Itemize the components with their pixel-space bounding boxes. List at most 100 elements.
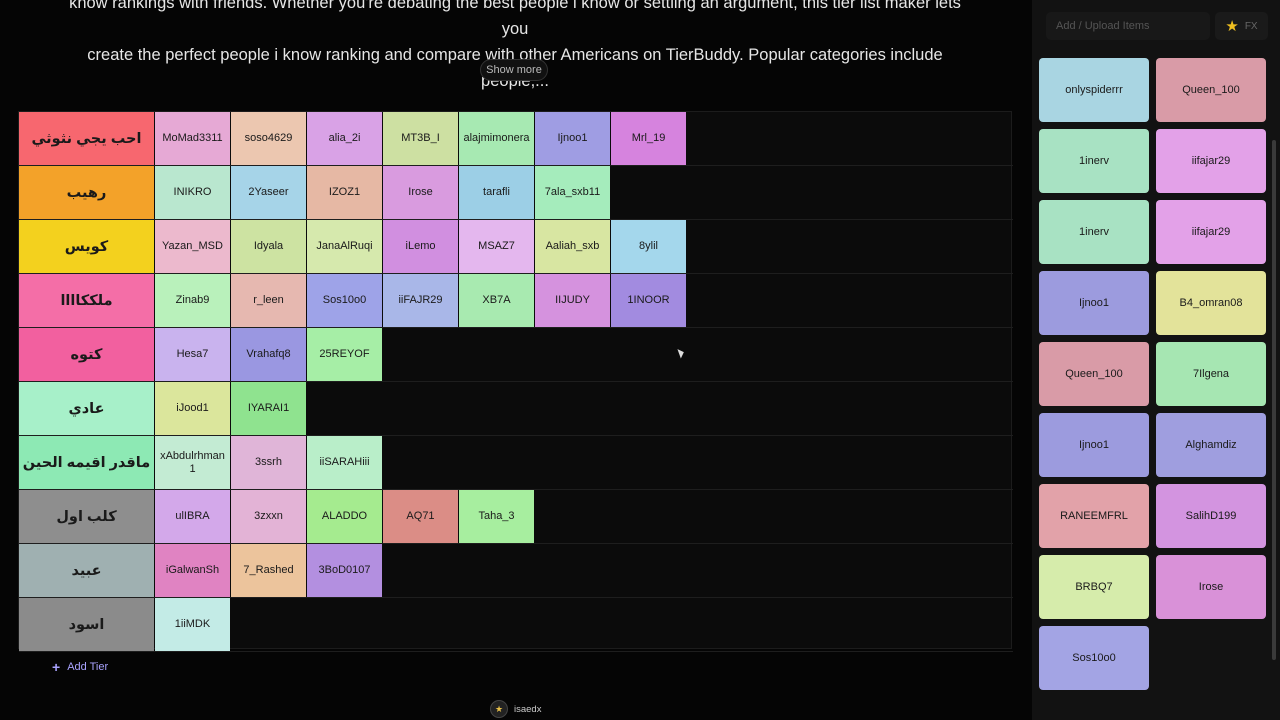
tier-item-card[interactable]: iJood1 (155, 382, 230, 435)
footer-user[interactable]: ★ isaedx (490, 700, 541, 718)
tier-item-card[interactable]: Zinab9 (155, 274, 230, 327)
tier-item-card[interactable]: tarafli (459, 166, 534, 219)
tier-item-card[interactable]: alajmimonera (459, 112, 534, 165)
pool-item-card[interactable]: Ijnoo1 (1039, 413, 1149, 477)
pool-item-card[interactable]: RANEEMFRL (1039, 484, 1149, 548)
add-upload-items-input[interactable]: Add / Upload Items (1046, 12, 1210, 40)
pool-item-card[interactable]: SalihD199 (1156, 484, 1266, 548)
tier-item-card[interactable]: 25REYOF (307, 328, 382, 381)
add-tier-button[interactable]: + Add Tier (52, 659, 108, 675)
tier-items: iGalwanSh 7_Rashed 3BoD0107 (155, 544, 383, 597)
tier-item-card[interactable]: alia_2i (307, 112, 382, 165)
tier-item-card[interactable]: MT3B_I (383, 112, 458, 165)
tier-label[interactable]: كويس (19, 220, 154, 273)
tier-item-card[interactable]: 1INOOR (611, 274, 686, 327)
pool-item-card[interactable]: 7Ilgena (1156, 342, 1266, 406)
tier-item-card[interactable]: 3BoD0107 (307, 544, 382, 597)
tier-item-card[interactable]: 3zxxn (231, 490, 306, 543)
tier-label[interactable]: اسود (19, 598, 154, 651)
pool-item-card[interactable]: Queen_100 (1039, 342, 1149, 406)
panel-scrollbar[interactable] (1272, 140, 1276, 660)
tier-item-card[interactable]: Ijnoo1 (535, 112, 610, 165)
tier-items: ulIBRA 3zxxn ALADDO AQ71 Taha_3 (155, 490, 535, 543)
fx-button[interactable]: ★ FX (1215, 12, 1268, 40)
tier-label[interactable]: كتوه (19, 328, 154, 381)
tier-item-card[interactable]: AQ71 (383, 490, 458, 543)
tier-item-card[interactable]: Sos10o0 (307, 274, 382, 327)
tier-item-card[interactable]: IIJUDY (535, 274, 610, 327)
category-description: know rankings with friends. Whether you'… (60, 0, 970, 104)
tier-item-card[interactable]: 1iiMDK (155, 598, 230, 651)
pool-item-card[interactable]: Ijnoo1 (1039, 271, 1149, 335)
tier-label[interactable]: احب يجي نثوثي (19, 112, 154, 165)
tier-item-card[interactable]: XB7A (459, 274, 534, 327)
tier-item-card[interactable]: iGalwanSh (155, 544, 230, 597)
tier-item-card[interactable]: 7ala_sxb11 (535, 166, 610, 219)
tier-item-card[interactable]: Hesa7 (155, 328, 230, 381)
tier-item-card[interactable]: 3ssrh (231, 436, 306, 489)
plus-icon: + (52, 659, 61, 675)
tier-item-card[interactable]: ulIBRA (155, 490, 230, 543)
star-icon: ★ (1225, 18, 1239, 35)
description-faded-line (60, 94, 970, 104)
tier-label[interactable]: ملككاااا (19, 274, 154, 327)
tier-item-card[interactable]: r_leen (231, 274, 306, 327)
tier-item-card[interactable]: iiSARAHiii (307, 436, 382, 489)
tier-item-card[interactable]: iiFAJR29 (383, 274, 458, 327)
tier-items: xAbdulrhman1 3ssrh iiSARAHiii (155, 436, 383, 489)
tier-item-card[interactable]: iLemo (383, 220, 458, 273)
tier-item-card[interactable]: MoMad3311 (155, 112, 230, 165)
tier-item-card[interactable]: 8ylil (611, 220, 686, 273)
tier-row: عبيد iGalwanSh 7_Rashed 3BoD0107 (19, 544, 1013, 598)
tier-row: كويس Yazan_MSD Idyala JanaAlRuqi iLemo MSAZ7 A… (19, 220, 1013, 274)
tier-item-card[interactable]: JanaAlRuqi (307, 220, 382, 273)
tier-item-card[interactable]: Vrahafq8 (231, 328, 306, 381)
tier-item-card[interactable]: IZOZ1 (307, 166, 382, 219)
add-tier-label: Add Tier (67, 661, 109, 673)
tier-item-card[interactable]: soso4629 (231, 112, 306, 165)
tier-label[interactable]: عبيد (19, 544, 154, 597)
tier-row: رهيب INIKRO 2Yaseer IZOZ1 Irose tarafli 7ala_s… (19, 166, 1013, 220)
tier-item-card[interactable]: IYARAI1 (231, 382, 306, 435)
tier-label[interactable]: كلب اول (19, 490, 154, 543)
tier-items: iJood1 IYARAI1 (155, 382, 307, 435)
pool-item-card[interactable]: Sos10o0 (1039, 626, 1149, 690)
tier-item-card[interactable]: Aaliah_sxb (535, 220, 610, 273)
tier-items: MoMad3311 soso4629 alia_2i MT3B_I alajmimone… (155, 112, 687, 165)
tier-label[interactable]: رهيب (19, 166, 154, 219)
tier-item-card[interactable]: 7_Rashed (231, 544, 306, 597)
tier-item-card[interactable]: Mrl_19 (611, 112, 686, 165)
tier-item-card[interactable]: Irose (383, 166, 458, 219)
item-pool-panel: Add / Upload Items ★ FX onlyspiderrr Quee… (1032, 0, 1280, 720)
pool-item-card[interactable]: Alghamdiz (1156, 413, 1266, 477)
tier-items: Hesa7 Vrahafq8 25REYOF (155, 328, 383, 381)
pool-item-card[interactable]: 1inerv (1039, 200, 1149, 264)
footer-username: isaedx (514, 703, 542, 715)
pool-item-card[interactable]: iifajar29 (1156, 129, 1266, 193)
tier-item-card[interactable]: 2Yaseer (231, 166, 306, 219)
tier-row: كتوه Hesa7 Vrahafq8 25REYOF (19, 328, 1013, 382)
tier-item-card[interactable]: Yazan_MSD (155, 220, 230, 273)
tier-item-card[interactable]: ALADDO (307, 490, 382, 543)
pool-item-card[interactable]: B4_omran08 (1156, 271, 1266, 335)
tier-row: عادي iJood1 IYARAI1 (19, 382, 1013, 436)
pool-item-card[interactable]: Irose (1156, 555, 1266, 619)
tier-board: احب يجي نثوثي MoMad3311 soso4629 alia_2i MT3… (18, 111, 1013, 652)
pool-item-card[interactable]: Queen_100 (1156, 58, 1266, 122)
tier-item-card[interactable]: MSAZ7 (459, 220, 534, 273)
tier-items: 1iiMDK (155, 598, 231, 651)
pool-item-card[interactable]: 1inerv (1039, 129, 1149, 193)
pool-item-card[interactable]: BRBQ7 (1039, 555, 1149, 619)
tier-item-card[interactable]: Idyala (231, 220, 306, 273)
tier-item-card[interactable]: xAbdulrhman1 (155, 436, 230, 489)
pool-item-card[interactable]: onlyspiderrr (1039, 58, 1149, 122)
tier-item-card[interactable]: Taha_3 (459, 490, 534, 543)
tier-label[interactable]: ماقدر اقيمه الحين (19, 436, 154, 489)
tier-row: كلب اول ulIBRA 3zxxn ALADDO AQ71 Taha_3 (19, 490, 1013, 544)
avatar: ★ (490, 700, 508, 718)
fx-label: FX (1244, 20, 1258, 32)
tier-label[interactable]: عادي (19, 382, 154, 435)
show-more-button[interactable]: Show more (480, 59, 548, 81)
tier-item-card[interactable]: INIKRO (155, 166, 230, 219)
pool-item-card[interactable]: iifajar29 (1156, 200, 1266, 264)
